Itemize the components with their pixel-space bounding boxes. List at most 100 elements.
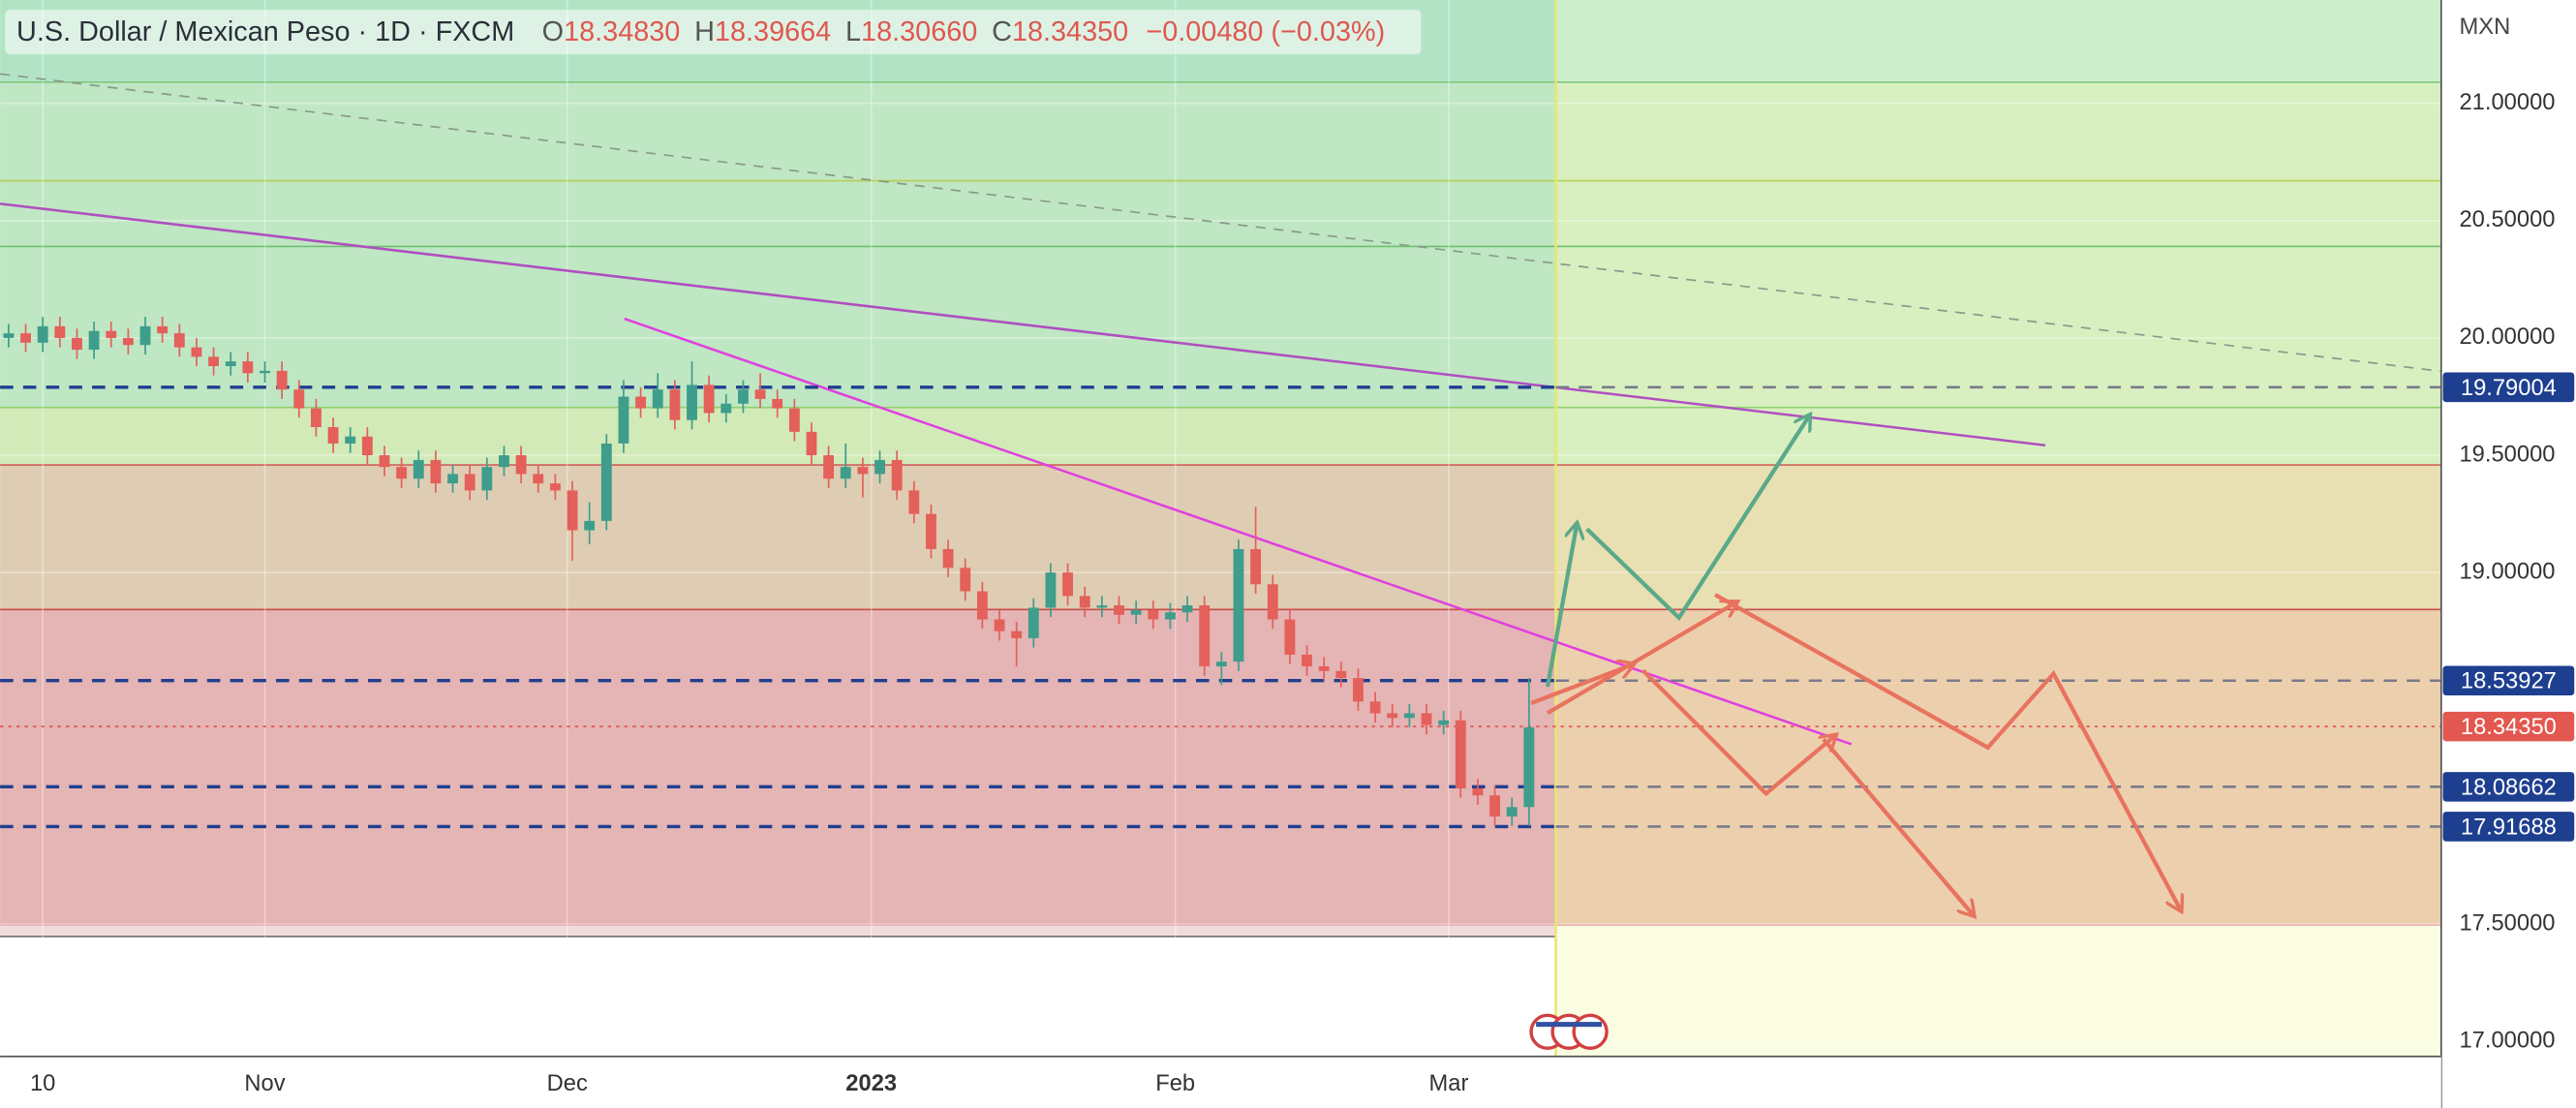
candle-body [1387,713,1398,719]
candle-body [857,467,869,475]
candle-body [737,389,749,404]
low-label: L [845,16,861,47]
candle-body [1130,609,1142,615]
candle-body [1148,609,1159,620]
candle-body [1335,670,1347,679]
candle-body [1523,726,1535,808]
candle-body [310,408,322,427]
symbol: U.S. Dollar / Mexican Peso · 1D · FXCM [16,16,514,47]
candle-body [1181,605,1193,613]
open: 18.34830 [564,16,680,47]
candle-body [1164,612,1176,620]
time-axis [0,1056,2441,1108]
price-tag [2442,812,2575,842]
x-tick-label: Dec [547,1071,588,1096]
price-tag [2442,372,2575,403]
candle-body [874,459,885,475]
candle-body [260,370,270,374]
candle-body [276,370,288,390]
candle-body [1284,619,1296,655]
x-tick-label: Feb [1155,1071,1195,1096]
candle-body [37,325,48,343]
currency: MXN [2459,15,2510,40]
candle-body [772,398,783,409]
x-tick-label: 10 [30,1071,55,1096]
candle-body [1506,807,1518,816]
candle-body [1302,654,1312,667]
grid [0,0,2441,1055]
candle-body [88,330,100,351]
candle-body [891,459,903,491]
candle-body [703,385,715,414]
header: U.S. Dollar / Mexican Peso · 1D · FXCM O… [16,16,1385,47]
candle-body [327,426,339,444]
candle-body [1403,713,1415,719]
price-tag-label: 19.79004 [2461,376,2557,401]
price-tag [2442,665,2575,695]
open-label: O [542,16,564,47]
candle-body [72,337,82,351]
candle-body [106,330,117,338]
candle-body [960,568,971,592]
candles [3,317,1535,826]
candle-body [293,389,305,409]
price-tag-label: 17.91688 [2461,815,2557,840]
x-tick-label: Nov [244,1071,285,1096]
candle-body [481,467,493,491]
candle-body [1250,548,1262,585]
low: 18.30660 [861,16,977,47]
candle-body [379,455,390,468]
price-tag-label: 18.34350 [2461,715,2557,740]
high: 18.39664 [715,16,831,47]
y-tick-label: 17.00000 [2459,1029,2555,1054]
candle-body [122,337,134,346]
candle-body [669,389,681,420]
candle-body [464,474,475,491]
close-label: C [992,16,1012,47]
candle-body [754,389,766,399]
candle-body [942,548,954,569]
candle-body [139,325,151,346]
candle-body [54,325,66,338]
candle-body [994,619,1005,631]
candle-body [345,436,356,444]
candle-body [687,385,697,420]
candle-body [1062,572,1074,597]
candle-body [1215,662,1227,667]
candle-body [1421,713,1432,725]
candle-body [976,591,988,620]
candle-body [584,520,596,531]
candle-body [1438,720,1450,725]
x-tick-label: Mar [1429,1071,1469,1096]
candle-body [788,408,800,432]
levels [0,385,2441,829]
axes: 21.00000 20.50000 20.00000 19.50000 19.00000… [30,90,2575,1096]
candle-body [1353,678,1364,702]
candle-body [721,403,732,414]
candle-body [3,333,15,338]
candle-body [1455,720,1466,788]
candle-body [908,490,920,514]
candle-body [413,459,424,479]
candle-body [549,483,561,491]
price-tag [2442,772,2575,802]
candle-body [1027,607,1039,638]
candle-body [1472,787,1484,796]
candle-body [652,389,663,409]
candle-body [1199,605,1211,667]
candle-body [1267,584,1278,620]
price-tag-label: 18.53927 [2461,669,2557,694]
price-tag [2442,711,2575,742]
event-flags[interactable] [1529,1013,1609,1050]
candle-body [20,333,31,343]
header-bg [5,10,1422,54]
candle-body [1489,795,1500,816]
candle-body [1369,701,1381,714]
candle-body [1045,572,1057,608]
candle-body [208,356,220,367]
candle-body [1079,596,1090,608]
candle-body [600,443,612,521]
y-tick-label: 21.00000 [2459,90,2555,115]
candle-body [567,490,578,531]
